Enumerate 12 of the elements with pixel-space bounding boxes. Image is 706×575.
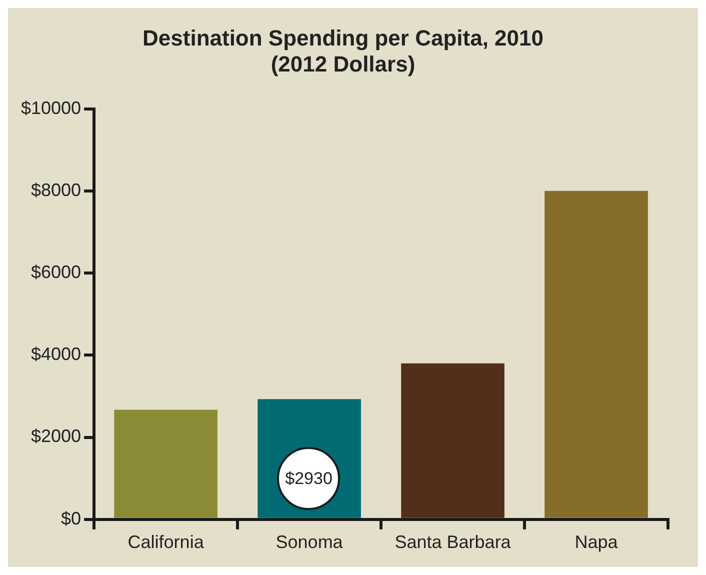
data-label: $2930: [285, 468, 332, 489]
x-tick-label: Napa: [574, 532, 619, 552]
x-tick-label: Sonoma: [276, 532, 344, 552]
y-tick-label: $0: [61, 508, 82, 528]
y-tick-label: $8000: [31, 180, 82, 200]
x-tick-label: California: [128, 532, 205, 552]
x-tick-label: Santa Barbara: [394, 532, 512, 552]
y-tick-label: $10000: [20, 98, 82, 118]
chart-title: Destination Spending per Capita, 2010 (2012 Dollars): [142, 25, 544, 77]
y-tick-label: $4000: [31, 344, 82, 364]
y-tick-label: $2000: [31, 426, 82, 446]
y-tick-label: $6000: [31, 262, 82, 282]
